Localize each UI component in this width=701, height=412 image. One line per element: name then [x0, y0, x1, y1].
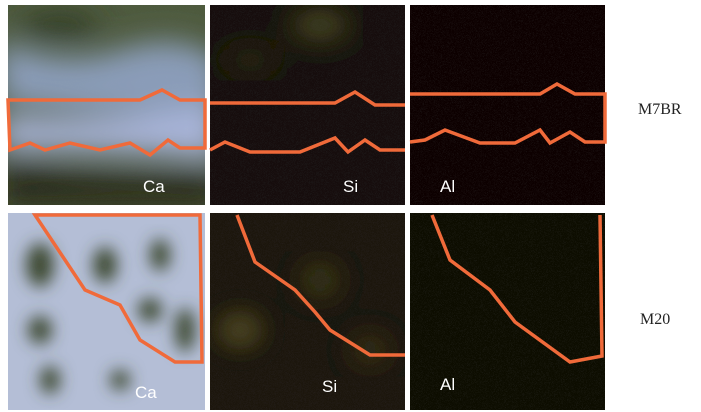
- row-label: M7BR: [638, 101, 682, 118]
- panel-label: Ca: [135, 383, 157, 402]
- panel-label: Si: [343, 177, 358, 196]
- figure: Ca Si Al Ca Si Al M7BR M20: [0, 0, 701, 412]
- ca-map: [0, 5, 220, 210]
- panel-label: Si: [322, 377, 337, 396]
- row-label: M20: [640, 311, 670, 328]
- page: {"rows": [ {"label": "M7BR", "panels": […: [0, 0, 701, 412]
- panel-label: Al: [440, 177, 455, 196]
- si-map: [210, 213, 405, 410]
- panel-label: Al: [440, 375, 455, 394]
- ca-map: [8, 213, 205, 410]
- panel-label: Ca: [143, 177, 165, 196]
- al-map: [410, 5, 605, 205]
